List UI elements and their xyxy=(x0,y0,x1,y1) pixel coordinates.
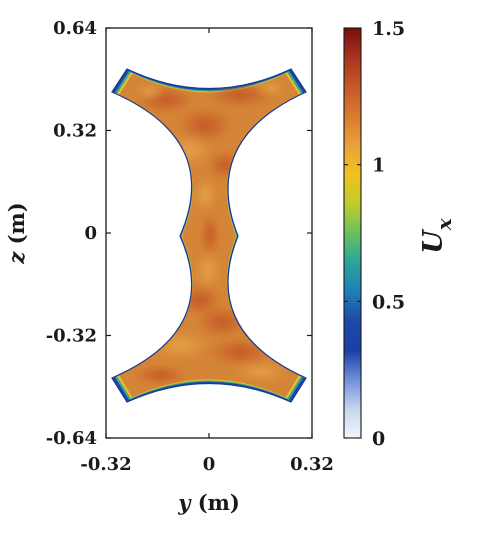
flow-structure-10 xyxy=(150,331,210,359)
y-tick-label: -0.64 xyxy=(46,428,97,449)
y-axis-label: z (m) xyxy=(4,202,29,264)
colorbar xyxy=(343,27,362,439)
y-tick-label: 0 xyxy=(84,223,97,244)
x-axis-ticks: -0.32 0 0.32 xyxy=(80,28,334,475)
flow-field xyxy=(112,69,306,402)
domain-outline xyxy=(111,68,307,403)
x-tick-label: -0.32 xyxy=(80,454,131,475)
colorbar-label: Ux xyxy=(418,217,456,254)
y-tick-label: 0.32 xyxy=(53,121,97,142)
flow-structure-12 xyxy=(132,365,188,385)
flow-structure-7 xyxy=(194,250,222,290)
flow-structure-13 xyxy=(236,362,288,382)
colorbar-tick-label: 1.5 xyxy=(372,18,405,40)
y-tick-label: 0.64 xyxy=(53,18,97,39)
colorbar-tick-label: 0 xyxy=(372,428,385,450)
colorbar-ticks: 0 0.5 1 1.5 xyxy=(344,18,405,450)
flow-structure-2 xyxy=(177,107,233,143)
colorbar-tick-label: 1 xyxy=(372,155,385,177)
y-axis-ticks: -0.64 -0.32 0 0.32 0.64 xyxy=(46,18,312,449)
x-tick-label: 0.32 xyxy=(290,454,334,475)
x-axis-label: y (m) xyxy=(177,490,240,515)
x-tick-label: 0 xyxy=(203,454,216,475)
y-tick-label: -0.32 xyxy=(46,326,97,347)
flow-structure-14 xyxy=(136,84,164,100)
turbulent-structures xyxy=(132,80,288,385)
colorbar-tick-label: 0.5 xyxy=(372,291,405,313)
flow-structure-5 xyxy=(193,177,217,213)
flow-structure-6 xyxy=(200,213,220,257)
flow-structure-3 xyxy=(168,134,212,166)
flow-structure-4 xyxy=(207,151,243,179)
flow-structure-9 xyxy=(196,306,248,338)
flow-structure-15 xyxy=(256,80,284,96)
